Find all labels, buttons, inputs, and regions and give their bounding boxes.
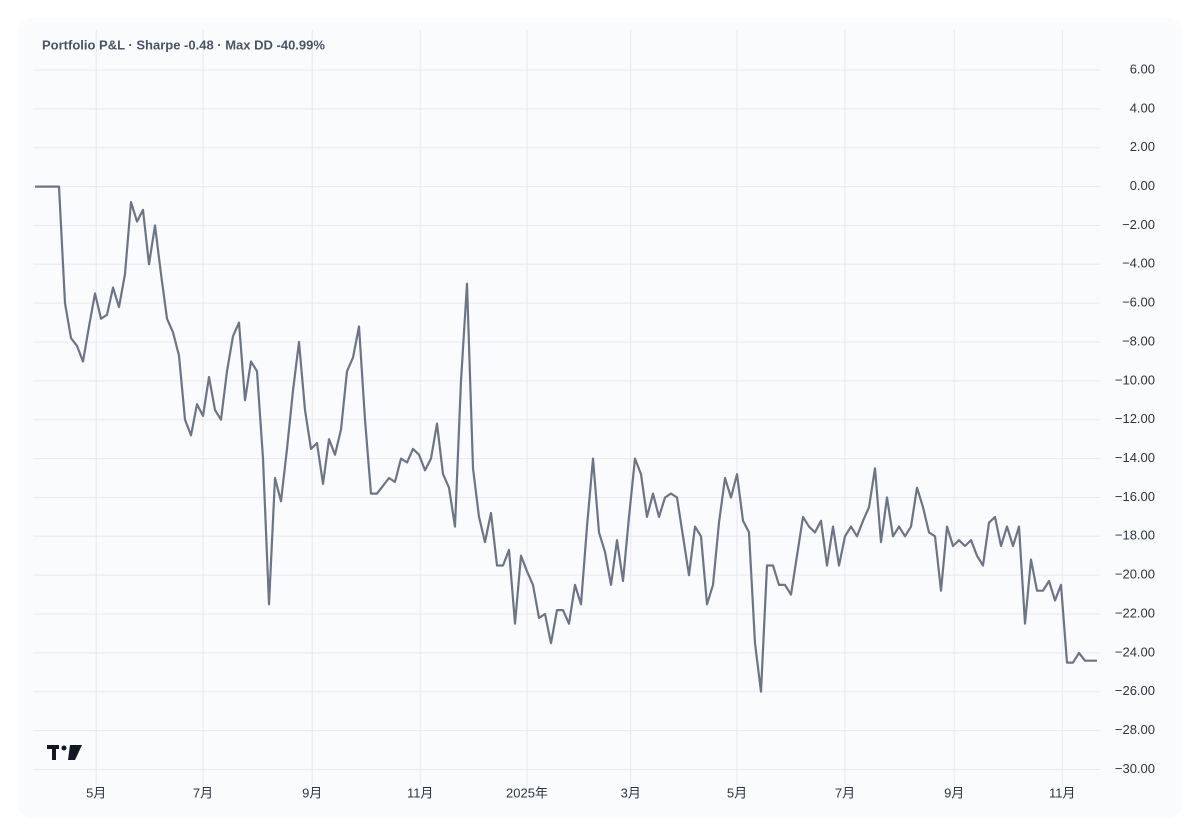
x-tick-label: 11月 (407, 785, 434, 800)
grid (33, 30, 1100, 785)
line-series (35, 185, 1097, 693)
y-tick-label: −30.00 (1115, 761, 1155, 776)
y-tick-label: −26.00 (1115, 683, 1155, 698)
panel (18, 18, 1182, 818)
logo-part (61, 745, 67, 751)
y-tick-label: 0.00 (1130, 178, 1155, 193)
logo-part (68, 745, 82, 760)
y-tick-label: −14.00 (1115, 450, 1155, 465)
y-tick-label: −18.00 (1115, 528, 1155, 543)
x-tick-label: 11月 (1049, 785, 1076, 800)
y-tick-label: −20.00 (1115, 567, 1155, 582)
y-tick-label: −8.00 (1122, 333, 1155, 348)
x-tick-label: 5月 (727, 785, 747, 800)
y-tick-label: −16.00 (1115, 489, 1155, 504)
chart-title: Portfolio P&L · Sharpe -0.48 · Max DD -4… (42, 37, 325, 52)
y-tick-label: −28.00 (1115, 722, 1155, 737)
x-tick-label: 7月 (835, 785, 855, 800)
x-tick-label: 9月 (302, 785, 322, 800)
y-tick-label: 6.00 (1130, 61, 1155, 76)
logo (47, 745, 82, 760)
x-tick-label: 2025年 (506, 785, 548, 800)
y-tick-label: −6.00 (1122, 295, 1155, 310)
x-tick-label: 3月 (621, 785, 641, 800)
x-tick-label: 7月 (193, 785, 213, 800)
y-tick-label: −2.00 (1122, 217, 1155, 232)
x-tick-label: 9月 (944, 785, 964, 800)
y-tick-label: −12.00 (1115, 411, 1155, 426)
y-tick-label: −22.00 (1115, 605, 1155, 620)
y-tick-label: 4.00 (1130, 100, 1155, 115)
y-tick-label: −4.00 (1122, 256, 1155, 271)
x-tick-label: 5月 (86, 785, 106, 800)
y-tick-label: −24.00 (1115, 644, 1155, 659)
y-tick-label: −10.00 (1115, 372, 1155, 387)
logo-part (52, 745, 56, 760)
y-tick-label: 2.00 (1130, 139, 1155, 154)
